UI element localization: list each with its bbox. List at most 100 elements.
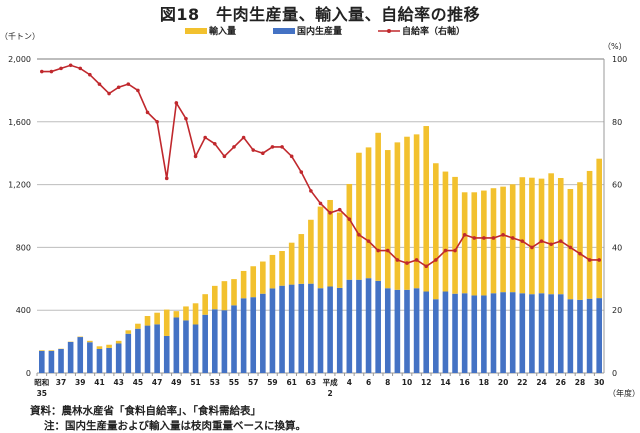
ratio-point xyxy=(492,236,496,240)
ratio-point xyxy=(597,258,601,262)
bar-domestic xyxy=(135,329,141,373)
bar-domestic xyxy=(520,293,526,373)
ratio-point xyxy=(309,189,313,193)
bar-domestic xyxy=(250,297,256,373)
bar-imports xyxy=(49,350,55,351)
bar-imports xyxy=(318,207,324,289)
ratio-point xyxy=(348,217,352,221)
bar-imports xyxy=(270,255,276,288)
bar-domestic xyxy=(49,351,55,373)
bar-domestic xyxy=(356,280,362,373)
x-tick-label: 6 xyxy=(366,378,371,387)
ratio-point xyxy=(444,249,448,253)
bar-imports xyxy=(385,150,391,288)
ratio-point xyxy=(511,236,515,240)
bar-imports xyxy=(154,313,160,325)
x-tick-label: 12 xyxy=(421,378,431,387)
bar-imports xyxy=(481,191,487,296)
bar-imports xyxy=(145,316,151,326)
bar-imports xyxy=(279,251,285,286)
ratio-point xyxy=(434,258,438,262)
bar-domestic xyxy=(231,305,237,373)
bar-imports xyxy=(125,330,131,333)
x-tick-label: 10 xyxy=(402,378,412,387)
ratio-point xyxy=(184,117,188,121)
y-tick-label-left: 2,000 xyxy=(8,55,31,64)
ratio-point xyxy=(463,233,467,237)
bar-imports xyxy=(520,177,526,293)
ratio-point xyxy=(559,239,563,243)
ratio-point xyxy=(588,258,592,262)
x-tick-label: 35 xyxy=(37,389,47,398)
bar-imports xyxy=(491,188,497,293)
ratio-point xyxy=(530,246,534,250)
bar-domestic xyxy=(395,290,401,373)
bar-imports xyxy=(106,345,112,348)
bar-imports xyxy=(462,192,468,293)
ratio-point xyxy=(338,208,342,212)
ratio-point xyxy=(232,145,236,149)
bar-imports xyxy=(87,341,93,342)
y-tick-label-left: 800 xyxy=(16,243,31,252)
x-tick-label: 57 xyxy=(248,378,258,387)
ratio-point xyxy=(203,136,207,140)
x-tick-label: 8 xyxy=(385,378,390,387)
bar-imports xyxy=(558,178,564,294)
x-tick-label: 61 xyxy=(286,378,296,387)
x-tick-label: 41 xyxy=(94,378,104,387)
ratio-point xyxy=(136,89,140,93)
bar-imports xyxy=(568,189,574,299)
bar-imports xyxy=(116,341,122,344)
bar-imports xyxy=(356,153,362,280)
bar-imports xyxy=(260,262,266,294)
bar-imports xyxy=(452,177,458,294)
ratio-point xyxy=(569,246,573,250)
bar-domestic xyxy=(202,315,208,373)
ratio-point xyxy=(386,249,390,253)
bar-imports xyxy=(395,142,401,289)
ratio-point xyxy=(453,249,457,253)
bar-imports xyxy=(250,266,256,297)
bar-domestic xyxy=(68,342,74,373)
ratio-point xyxy=(280,145,284,149)
bar-domestic xyxy=(548,294,554,373)
bar-imports xyxy=(366,147,372,278)
x-tick-label: 18 xyxy=(479,378,489,387)
bar-domestic xyxy=(145,326,151,373)
x-tick-label: 51 xyxy=(190,378,200,387)
ratio-point xyxy=(165,177,169,181)
ratio-point xyxy=(59,67,63,71)
bar-domestic xyxy=(241,298,247,373)
footnote: 注：国内生産量および輸入量は枝肉重量ベースに換算。 xyxy=(44,418,306,433)
y-tick-label-left: 400 xyxy=(16,306,31,315)
ratio-point xyxy=(126,82,130,86)
bar-domestic xyxy=(587,299,593,373)
bar-domestic xyxy=(471,295,477,373)
bar-imports xyxy=(375,133,381,281)
bar-domestic xyxy=(577,300,583,373)
bar-imports xyxy=(222,281,228,310)
bar-domestic xyxy=(452,294,458,373)
bar-imports xyxy=(414,134,420,288)
y-tick-label-right: 60 xyxy=(612,181,622,190)
bar-imports xyxy=(135,324,141,329)
x-tick-label: 37 xyxy=(56,378,66,387)
bar-imports xyxy=(337,213,343,288)
ratio-point xyxy=(251,148,255,152)
bar-imports xyxy=(298,234,304,284)
bar-domestic xyxy=(510,292,516,373)
ratio-point xyxy=(578,252,582,256)
bar-imports xyxy=(241,271,247,298)
bar-domestic xyxy=(500,292,506,373)
bar-domestic xyxy=(481,295,487,373)
y-tick-label-left: 1,200 xyxy=(8,181,31,190)
y-tick-label-right: 0 xyxy=(612,369,617,378)
bar-imports xyxy=(183,306,189,320)
ratio-point xyxy=(223,155,227,159)
bar-imports xyxy=(471,192,477,295)
bar-domestic xyxy=(366,278,372,373)
ratio-point xyxy=(146,111,150,115)
bar-domestic xyxy=(443,292,449,373)
bar-imports xyxy=(539,179,545,294)
ratio-point xyxy=(40,70,44,74)
